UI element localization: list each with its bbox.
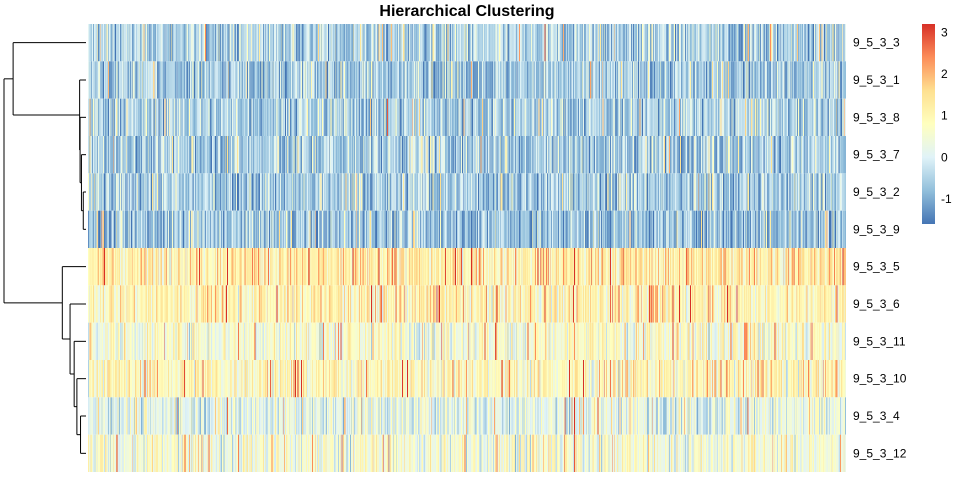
row-dendrogram	[3, 42, 86, 454]
row-label: 9_5_3_3	[853, 36, 900, 50]
heatmap-row-9_5_3_11	[88, 322, 846, 360]
heatmap-row-9_5_3_8	[88, 98, 846, 136]
row-label: 9_5_3_11	[853, 334, 906, 348]
color-legend-bar	[922, 24, 935, 224]
heatmap-row-9_5_3_7	[88, 136, 846, 174]
chart-title: Hierarchical Clustering	[379, 3, 554, 20]
heatmap-row-9_5_3_12	[88, 434, 846, 472]
row-label: 9_5_3_4	[853, 409, 900, 423]
color-legend-tick-label: 2	[941, 67, 948, 81]
color-legend-tick-label: 0	[941, 150, 948, 164]
heatmap-row-9_5_3_9	[88, 210, 846, 248]
row-labels: 9_5_3_3 9_5_3_1 9_5_3_8 9_5_3_7 9_5_3_2 9_5_3…	[853, 36, 907, 461]
heatmap-row-9_5_3_1	[88, 61, 846, 99]
row-label: 9_5_3_6	[853, 297, 900, 311]
row-label: 9_5_3_2	[853, 185, 900, 199]
color-legend-tick-label: -1	[941, 192, 952, 206]
row-label: 9_5_3_1	[853, 73, 900, 87]
row-label: 9_5_3_10	[853, 372, 907, 386]
heatmap-row-9_5_3_4	[88, 397, 846, 435]
row-label: 9_5_3_9	[853, 222, 900, 236]
heatmap-row-9_5_3_3	[88, 24, 846, 62]
color-legend-tick-label: 1	[941, 109, 948, 123]
row-label: 9_5_3_12	[853, 446, 907, 460]
heatmap-row-9_5_3_2	[88, 173, 846, 211]
row-label: 9_5_3_5	[853, 260, 900, 274]
heatmap-row-9_5_3_10	[88, 360, 846, 398]
heatmap-row-9_5_3_6	[88, 285, 846, 323]
color-legend: 3 2 1 0 -1	[922, 24, 952, 224]
heatmap-body	[88, 24, 846, 472]
row-label: 9_5_3_7	[853, 148, 900, 162]
color-legend-tick-label: 3	[941, 25, 948, 39]
heatmap-row-9_5_3_5	[88, 248, 846, 286]
row-label: 9_5_3_8	[853, 110, 900, 124]
